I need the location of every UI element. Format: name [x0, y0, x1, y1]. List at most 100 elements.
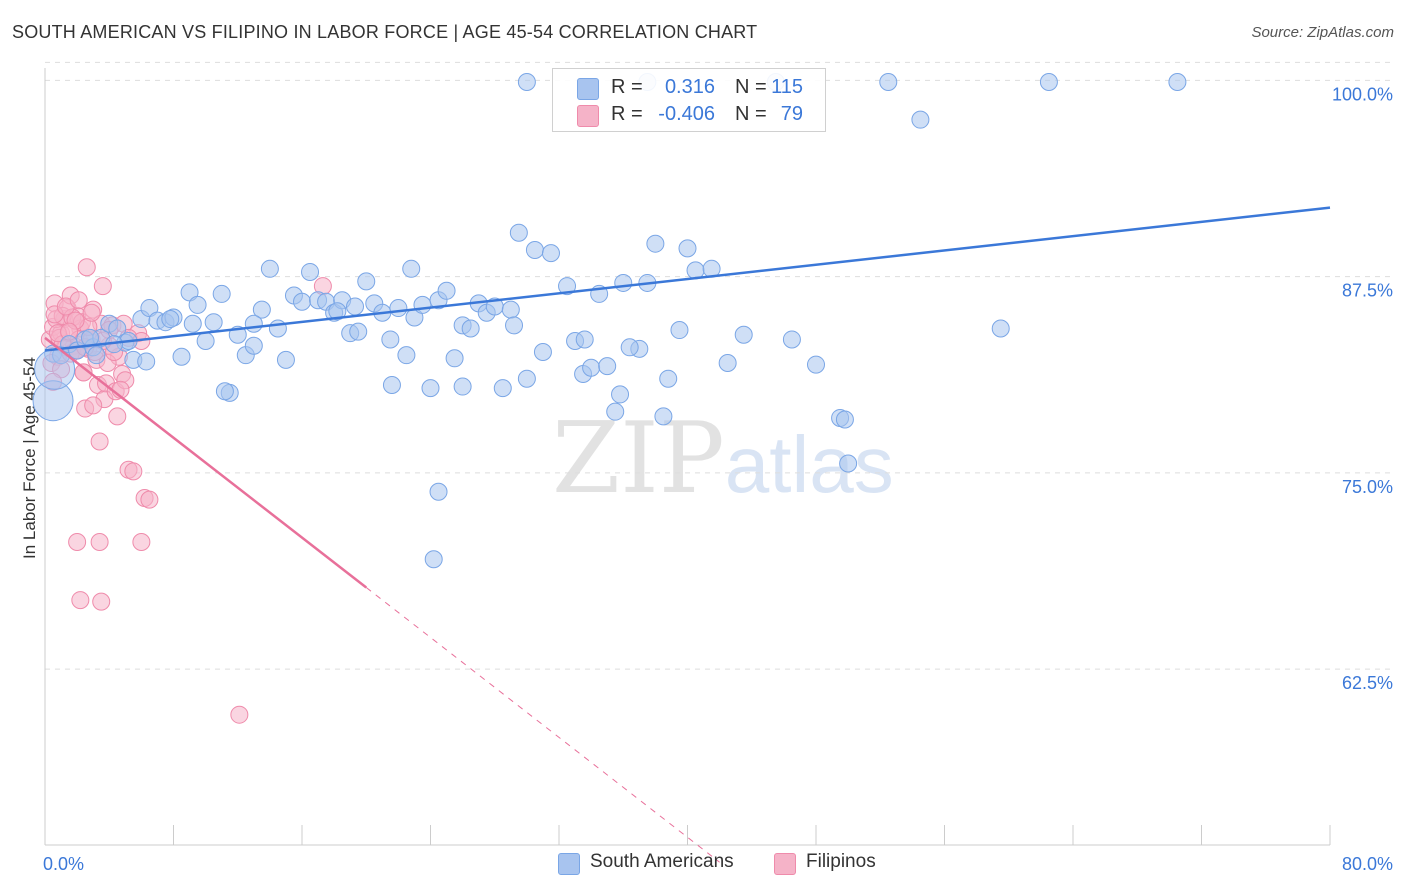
tick-labels: 62.5% 75.0% 87.5% 100.0% 0.0% 80.0% [43, 84, 1393, 874]
filipinos-point [84, 396, 103, 415]
south-americans-point [346, 297, 365, 316]
filipinos-trend-extension [365, 587, 720, 863]
watermark-zip: ZIP [552, 402, 725, 516]
filipinos-point [93, 277, 112, 296]
south-americans-point [453, 377, 472, 396]
south-americans-point [505, 316, 524, 335]
south-americans-point [382, 375, 401, 394]
south-americans-point [161, 310, 180, 329]
south-americans-point [204, 313, 223, 332]
south-americans-point [437, 281, 456, 300]
x-tick-label: 80.0% [1342, 854, 1393, 874]
filipinos-point [74, 363, 93, 382]
south-americans-point [620, 338, 639, 357]
x-tick-label: 0.0% [43, 854, 84, 874]
south-americans-point [293, 292, 311, 311]
south-americans-point [606, 402, 625, 421]
south-americans-point [172, 347, 191, 366]
south-americans-point [517, 72, 536, 91]
south-americans-point [614, 273, 633, 292]
south-americans-point [413, 295, 432, 314]
n-label: N = [735, 76, 767, 98]
south-americans-point [244, 336, 263, 355]
south-americans-point [188, 295, 207, 314]
filipinos-point [108, 407, 127, 426]
r-value: -0.406 [658, 103, 715, 125]
south-americans-point [734, 325, 753, 344]
south-americans-point [276, 350, 295, 369]
n-value: 115 [771, 76, 803, 98]
south-americans-point [260, 259, 279, 278]
south-americans-point [493, 379, 512, 398]
y-tick-label: 100.0% [1332, 84, 1393, 104]
south-americans-point [252, 300, 271, 319]
south-americans-point [349, 322, 368, 341]
south-americans-point [835, 410, 854, 429]
south-americans-point [598, 357, 617, 376]
y-tick-label: 62.5% [1342, 673, 1393, 693]
filipinos-point [230, 705, 249, 724]
south-americans-point [196, 332, 215, 351]
south-americans-point [646, 234, 665, 253]
south-americans-point [575, 330, 594, 349]
south-americans-point [879, 72, 898, 91]
south-americans-point [807, 355, 825, 374]
south-americans-point [244, 314, 263, 333]
y-tick-label: 87.5% [1342, 281, 1393, 301]
south-americans-point [558, 277, 577, 296]
south-americans-point [328, 302, 347, 321]
south-americans-point [183, 314, 202, 333]
south-americans-point [582, 358, 601, 377]
south-americans-point [429, 482, 448, 501]
south-americans-point [782, 330, 801, 349]
filipinos-point [71, 591, 90, 610]
south-americans-point [268, 319, 287, 338]
trend-lines [44, 206, 1331, 863]
axes [44, 68, 1331, 846]
swatch-south-americans [577, 78, 599, 100]
south-americans-point [501, 300, 520, 319]
south-americans-point [541, 244, 560, 263]
filipinos-point [132, 532, 151, 551]
filipinos-point [124, 462, 143, 481]
south-americans-points [32, 72, 1187, 569]
south-americans-point [533, 343, 552, 362]
south-americans-point [87, 346, 106, 365]
south-americans-point [670, 321, 689, 340]
legend-label: South Americans [590, 851, 734, 872]
south-americans-point [357, 272, 376, 291]
filipinos-point [92, 592, 111, 611]
south-americans-point [381, 330, 400, 349]
south-americans-point [212, 284, 231, 303]
south-americans-point [678, 239, 697, 258]
swatch-south-americans [558, 853, 580, 875]
filipinos-point [69, 291, 88, 310]
south-americans-point [517, 369, 536, 388]
south-americans-point [525, 240, 544, 259]
south-americans-point [839, 454, 858, 473]
r-label: R = [611, 103, 643, 125]
filipinos-point [68, 532, 87, 551]
watermark-atlas: atlas [724, 420, 894, 509]
south-americans-trend-line [44, 206, 1331, 352]
south-americans-point [301, 262, 320, 281]
south-americans-point [718, 354, 737, 373]
filipinos-point [77, 258, 96, 277]
n-value: 79 [780, 103, 803, 125]
south-americans-point [137, 352, 156, 371]
n-label: N = [735, 103, 767, 125]
chart-title: SOUTH AMERICAN VS FILIPINO IN LABOR FORC… [12, 22, 758, 42]
south-americans-point [389, 299, 408, 318]
south-americans-point [1168, 72, 1187, 91]
swatch-filipinos [774, 853, 796, 875]
stats-legend-row-filipinos: R = -0.406 N = 79 [553, 102, 825, 128]
south-americans-point [215, 382, 234, 401]
south-americans-point [611, 385, 630, 404]
filipinos-point [90, 432, 109, 451]
source-label: Source: ZipAtlas.com [1251, 24, 1394, 41]
south-americans-point [424, 550, 443, 569]
south-americans-point [509, 223, 528, 242]
south-americans-point [1039, 72, 1058, 91]
filipinos-point [82, 303, 101, 322]
